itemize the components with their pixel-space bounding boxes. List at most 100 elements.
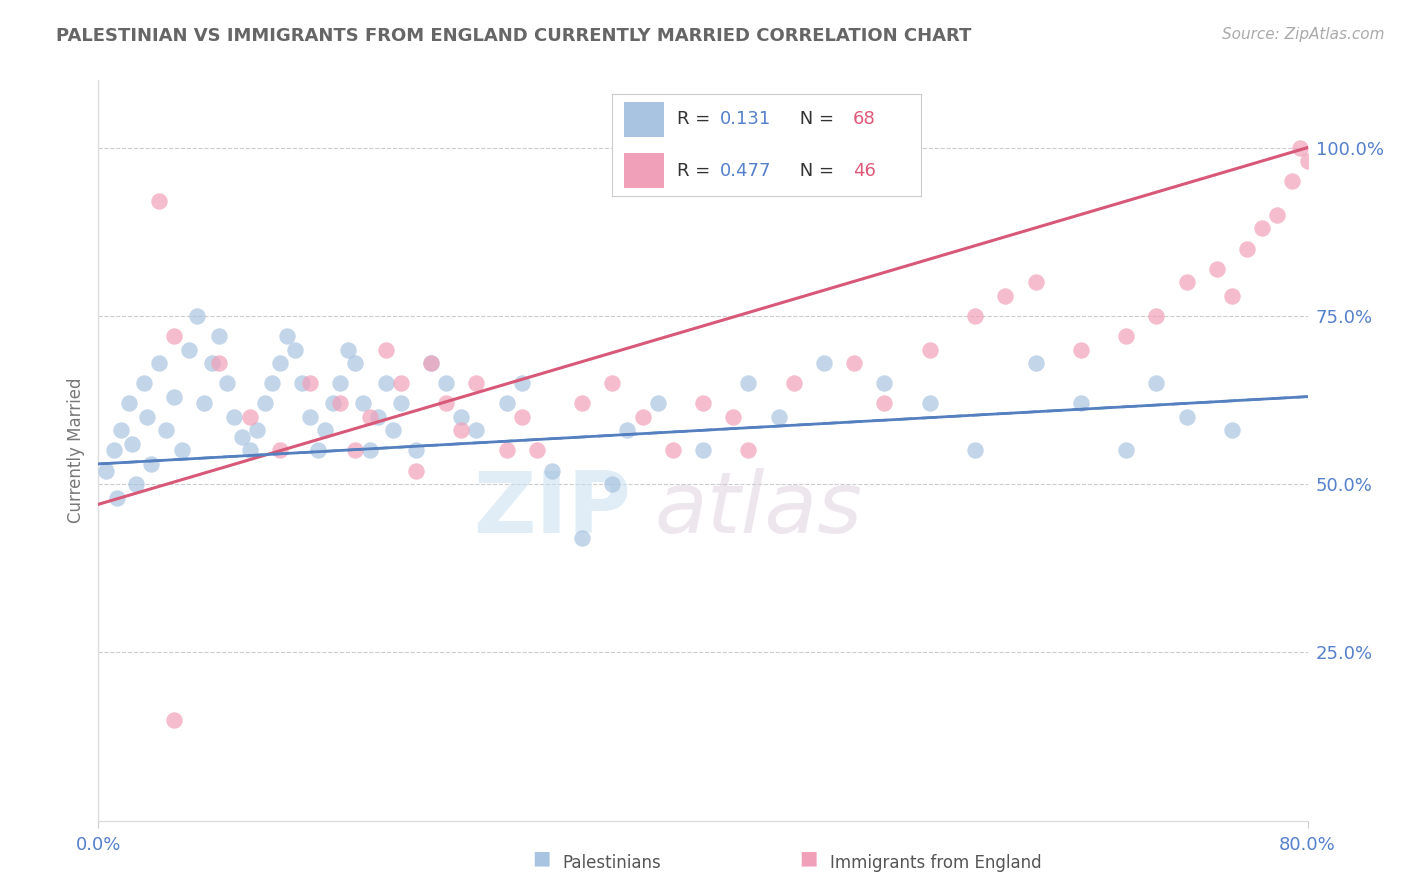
Point xyxy=(768,409,790,424)
Point xyxy=(420,356,443,370)
Point xyxy=(322,396,344,410)
Point xyxy=(299,376,322,391)
Point xyxy=(994,288,1017,302)
Point xyxy=(510,376,533,391)
Point xyxy=(103,443,125,458)
Point xyxy=(231,430,253,444)
Point xyxy=(201,356,224,370)
Point xyxy=(918,396,941,410)
Point xyxy=(526,443,548,458)
Point xyxy=(405,464,427,478)
Point xyxy=(465,423,488,437)
Point xyxy=(148,356,170,370)
Point xyxy=(602,477,624,491)
Point xyxy=(246,423,269,437)
Point xyxy=(965,443,987,458)
Point xyxy=(692,443,714,458)
Bar xyxy=(624,102,664,136)
Point xyxy=(1115,443,1137,458)
Point xyxy=(420,356,443,370)
Point xyxy=(1206,261,1229,276)
Point xyxy=(239,409,262,424)
Point xyxy=(844,356,866,370)
Point xyxy=(692,396,714,410)
Point xyxy=(737,376,759,391)
Point xyxy=(360,409,382,424)
Point xyxy=(125,477,148,491)
Point xyxy=(352,396,374,410)
Text: PALESTINIAN VS IMMIGRANTS FROM ENGLAND CURRENTLY MARRIED CORRELATION CHART: PALESTINIAN VS IMMIGRANTS FROM ENGLAND C… xyxy=(56,27,972,45)
Point xyxy=(382,423,405,437)
Point xyxy=(374,376,396,391)
Text: 0.477: 0.477 xyxy=(720,161,772,179)
Point xyxy=(1175,409,1198,424)
Point xyxy=(965,309,987,323)
Point xyxy=(813,356,835,370)
Point xyxy=(495,396,517,410)
Text: ■: ■ xyxy=(799,849,818,868)
Point xyxy=(1070,396,1092,410)
Point xyxy=(208,356,231,370)
Point xyxy=(276,329,298,343)
Text: ■: ■ xyxy=(531,849,551,868)
Point xyxy=(269,356,291,370)
Point xyxy=(262,376,284,391)
Text: Palestinians: Palestinians xyxy=(562,855,661,872)
Point xyxy=(269,443,291,458)
Point xyxy=(170,443,193,458)
Point xyxy=(1175,275,1198,289)
Point xyxy=(1267,208,1289,222)
Point xyxy=(1220,423,1243,437)
Text: N =: N = xyxy=(794,111,839,128)
Text: atlas: atlas xyxy=(655,468,863,551)
Text: 68: 68 xyxy=(853,111,876,128)
Text: N =: N = xyxy=(794,161,839,179)
Point xyxy=(344,356,367,370)
Point xyxy=(1024,356,1046,370)
Point xyxy=(540,464,562,478)
Point xyxy=(163,713,186,727)
Point xyxy=(360,443,382,458)
Point xyxy=(186,309,208,323)
Point xyxy=(367,409,389,424)
Point xyxy=(495,443,517,458)
Point xyxy=(873,376,896,391)
Point xyxy=(450,423,472,437)
Point xyxy=(132,376,155,391)
Point xyxy=(510,409,533,424)
Point xyxy=(291,376,314,391)
Point xyxy=(1296,154,1319,169)
Point xyxy=(465,376,488,391)
Point xyxy=(224,409,246,424)
Point xyxy=(389,396,412,410)
Point xyxy=(208,329,231,343)
Point xyxy=(374,343,396,357)
Text: Source: ZipAtlas.com: Source: ZipAtlas.com xyxy=(1222,27,1385,42)
Point xyxy=(148,194,170,209)
Point xyxy=(135,409,157,424)
Point xyxy=(329,376,352,391)
Point xyxy=(1220,288,1243,302)
Point xyxy=(723,409,745,424)
Point xyxy=(110,423,132,437)
Point xyxy=(1115,329,1137,343)
Point xyxy=(1146,376,1168,391)
Point xyxy=(1146,309,1168,323)
Point xyxy=(1236,242,1258,256)
Point xyxy=(647,396,669,410)
Point xyxy=(783,376,806,391)
Text: 0.131: 0.131 xyxy=(720,111,770,128)
Point xyxy=(118,396,141,410)
Point xyxy=(215,376,238,391)
Point xyxy=(737,443,759,458)
Point xyxy=(141,457,163,471)
Point xyxy=(602,376,624,391)
Point xyxy=(616,423,638,437)
Point xyxy=(661,443,683,458)
Point xyxy=(405,443,427,458)
Point xyxy=(239,443,262,458)
Point xyxy=(344,443,367,458)
Point xyxy=(307,443,329,458)
Point xyxy=(163,329,186,343)
Text: ZIP: ZIP xyxy=(472,468,630,551)
